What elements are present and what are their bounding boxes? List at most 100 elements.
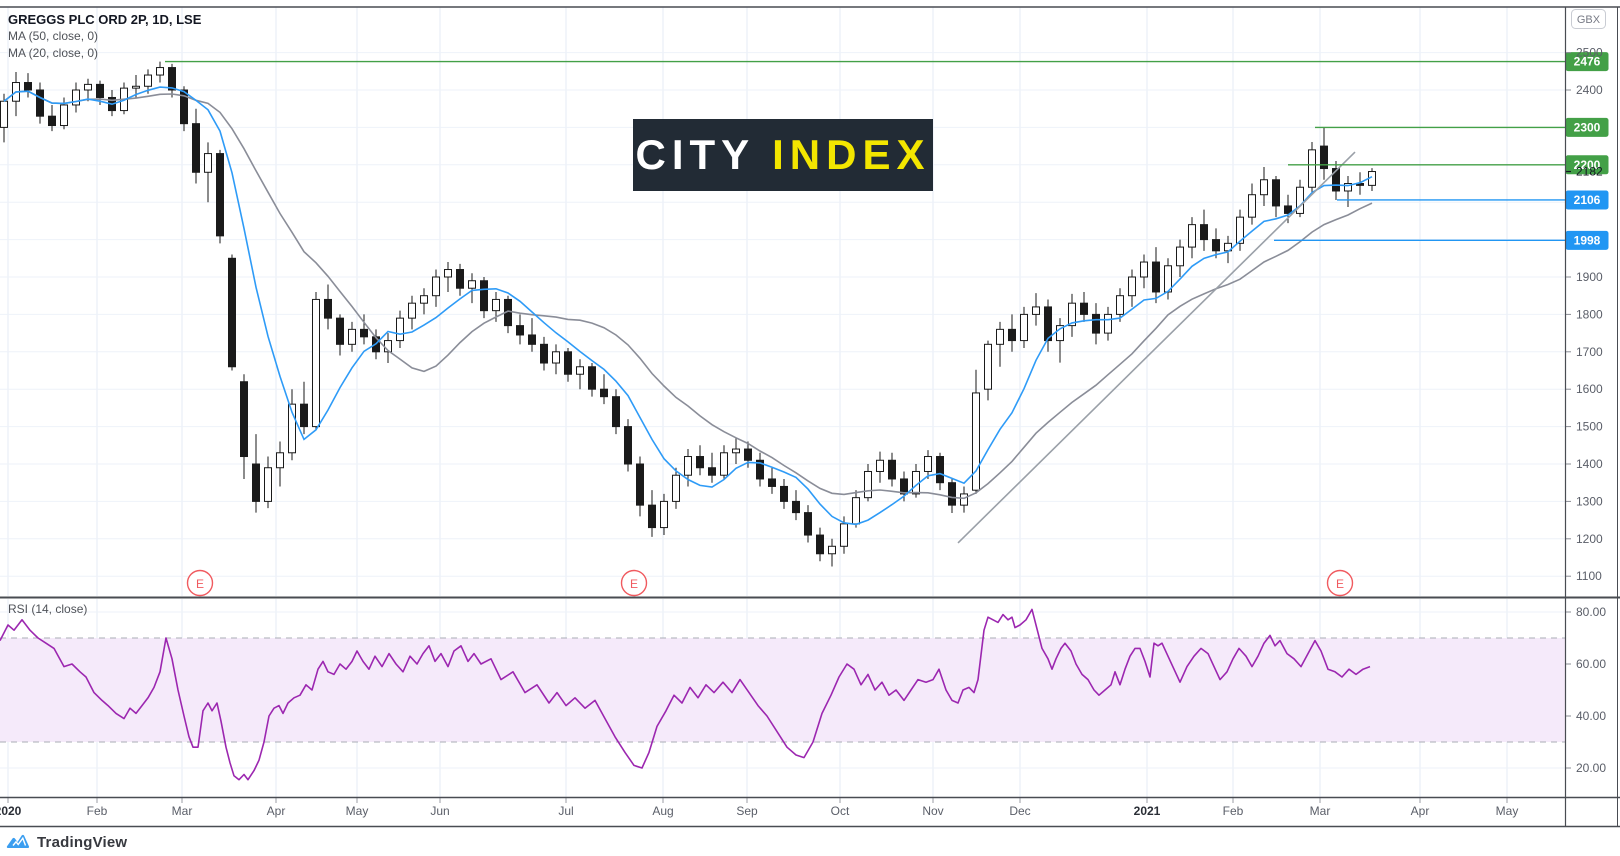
time-tick-label: 2020 [0, 804, 22, 818]
rsi-pane[interactable] [0, 608, 1565, 781]
candle [972, 369, 980, 494]
candle [552, 344, 560, 375]
chart-canvas[interactable]: 2476 2300 2200 2106 1998 E E E 2500 2400 1900 1800 1… [0, 0, 1620, 828]
candle [852, 490, 860, 528]
rsi-line [0, 608, 1371, 781]
candle-body [156, 67, 164, 76]
candle [540, 336, 548, 371]
time-tick-label: May [346, 804, 369, 818]
candle-body [972, 392, 980, 491]
candle-body [324, 298, 332, 319]
time-tick-label: 2021 [1134, 804, 1161, 818]
candle-body [420, 295, 428, 304]
ma20-line [3, 86, 1373, 526]
bottom-toolbar: TradingView [0, 828, 1620, 856]
candle-body [444, 269, 452, 278]
candle-body [864, 470, 872, 499]
candle-body [1308, 149, 1316, 188]
last-price-label: 2182 [1576, 165, 1603, 179]
price-level-badge [1565, 52, 1609, 72]
time-axis[interactable]: 2020 Feb Mar Apr May Jun Jul Aug Sep Oct Nov Dec 202… [0, 798, 1518, 818]
candle-body [684, 456, 692, 476]
candle [1296, 179, 1304, 218]
earnings-circle [620, 569, 648, 597]
candle-body [276, 452, 284, 469]
candle-body [168, 67, 176, 91]
candle [156, 61, 164, 83]
candle-body [72, 89, 80, 106]
unit-badge[interactable] [1571, 9, 1606, 29]
candle [1068, 293, 1076, 337]
candle-body [708, 467, 716, 476]
candle [1320, 127, 1328, 180]
tradingview-logo-text[interactable]: TradingView [37, 833, 128, 851]
candle-body [1152, 261, 1160, 293]
rsi-tick-label: 60.00 [1576, 657, 1606, 671]
candle-body [84, 83, 92, 91]
price-level-badge [1565, 230, 1609, 250]
time-tick-label: Jun [430, 804, 449, 818]
candle [24, 73, 32, 98]
candle-body [768, 478, 776, 487]
candle-body [552, 351, 560, 364]
candle [996, 321, 1004, 367]
candle-body [516, 325, 524, 336]
candle-body [1068, 302, 1076, 327]
price-level-badge-label: 2476 [1574, 55, 1601, 69]
candle [876, 451, 884, 483]
rsi-tick-label: 20.00 [1576, 761, 1606, 775]
candle [828, 538, 836, 567]
price-level-badge-label: 2106 [1574, 193, 1601, 207]
candle-body [1008, 328, 1016, 342]
candle [780, 478, 788, 509]
candle-body [1020, 313, 1028, 342]
candle [612, 389, 620, 435]
candle-body [1332, 168, 1340, 192]
candle-body [336, 317, 344, 345]
candle-body [1044, 306, 1052, 342]
candle-body [660, 500, 668, 529]
frame-lines [0, 6, 1620, 828]
candle [924, 450, 932, 479]
candle [732, 437, 740, 464]
candle [1368, 168, 1376, 191]
candle [480, 277, 488, 319]
candle-body [924, 456, 932, 472]
price-axis[interactable]: 2500 2400 1900 1800 1700 1600 1500 1400 1300 1200… [1565, 9, 1606, 584]
candle-body [780, 485, 788, 502]
candle [1260, 167, 1268, 206]
candle-body [36, 89, 44, 117]
candle [348, 321, 356, 352]
tradingview-logo-icon[interactable] [6, 833, 30, 851]
candle-body [60, 104, 68, 127]
candle-body [756, 459, 764, 480]
candle [960, 486, 968, 513]
candle-body [588, 366, 596, 390]
candle [72, 82, 80, 113]
earnings-marker[interactable]: E [1326, 569, 1354, 597]
candle-body [900, 478, 908, 495]
candle-body [876, 459, 884, 472]
price-tick-label: 1700 [1576, 345, 1603, 359]
earnings-marker[interactable]: E [620, 569, 648, 597]
candle [1044, 299, 1052, 352]
candle-body [1260, 179, 1268, 196]
time-tick-label: Feb [87, 804, 108, 818]
candle [1056, 318, 1064, 363]
candle [756, 452, 764, 487]
candle [1200, 209, 1208, 251]
rsi-band [0, 638, 1565, 742]
candle [792, 490, 800, 521]
trendline[interactable] [957, 151, 1356, 544]
price-level-badge [1565, 117, 1609, 137]
rsi-axis[interactable]: 80.00 60.00 40.00 20.00 [1565, 605, 1606, 775]
candle-body [1212, 239, 1220, 252]
candle-body [744, 448, 752, 461]
earnings-marker[interactable]: E [186, 569, 214, 597]
candle-body [960, 493, 968, 506]
candle-body [732, 448, 740, 454]
candle [576, 359, 584, 390]
candle-body [648, 504, 656, 529]
candle-body [852, 497, 860, 525]
candle [1188, 217, 1196, 259]
